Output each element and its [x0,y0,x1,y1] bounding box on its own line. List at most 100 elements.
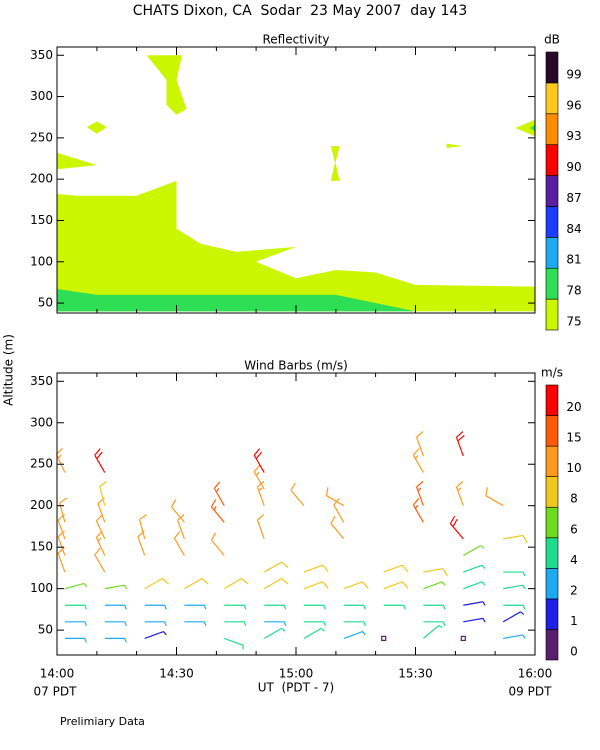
reflectivity-region [86,121,107,134]
colorbar-swatch [545,298,559,331]
wind-barb [104,637,127,643]
wind-barb [303,564,329,573]
colorbar-swatch [545,629,559,661]
y-tick-label: 200 [30,172,53,186]
wind-barb [256,514,265,540]
y-tick-label: 350 [30,374,53,388]
wind-barb [463,564,486,573]
wind-barb [463,544,485,556]
wind-barb [383,564,409,573]
wind-barb [449,515,464,540]
wind-barb [253,464,265,490]
y-tick-label: 300 [30,415,53,429]
wind-barb [99,480,107,506]
calm-marker [460,635,466,642]
panel-title: Wind Barbs (m/s) [244,359,348,373]
colorbar-swatch [545,51,559,84]
wind-barb [224,637,244,650]
wind-barb [333,497,345,523]
wind-barb [138,514,147,540]
x-tick-label: 15:00 [279,667,314,681]
wind-barb [104,604,127,610]
wind-barb [423,567,448,577]
wind-barb [104,621,127,627]
y-tick-label: 350 [30,48,53,62]
wind-barb [303,604,326,610]
wind-barb [503,584,526,590]
wind-barb [57,530,66,556]
footer-note: Prelimiary Data [60,715,145,728]
wind-barb [263,561,289,573]
wind-barb [55,447,66,473]
wind-barb [343,631,366,639]
wind-barb [383,604,406,610]
colorbar-swatch [545,445,559,477]
colorbar-swatch [545,415,559,447]
wind-barb [94,547,106,573]
wind-barb [64,621,87,627]
colorbar-swatch [545,144,559,176]
wind-barb [503,571,526,577]
wind-barb [104,584,128,590]
colorbar-swatch [545,384,559,416]
wind-barb [455,431,465,457]
y-tick-label: 50 [38,296,53,310]
wind-barb [503,604,526,610]
colorbar-label: 81 [566,253,581,267]
wind-barb [423,604,446,610]
colorbar-swatch [545,206,559,238]
y-tick-label: 100 [30,254,53,268]
colorbar-swatch [545,537,559,569]
wind-barb [455,480,464,506]
calm-marker [381,635,387,642]
wind-barb [423,621,446,627]
wind-barb [343,581,369,590]
y-axis-label: Altitude (m) [2,334,16,406]
colorbar-swatch [545,598,559,630]
reflectivity-region [57,180,535,312]
wind-barb [412,448,424,473]
x-tick-label: 16:00 [518,667,553,681]
wind-barb [264,621,287,627]
wind-barb [325,487,345,507]
start-local-time: 07 PDT [34,685,78,699]
colorbar-label: 0 [570,645,578,659]
x-tick-label: 14:30 [159,667,194,681]
wind-barb [224,604,247,610]
wind-barb [64,637,87,643]
colorbar-label: 20 [566,400,581,414]
end-local-time: 09 PDT [509,685,553,699]
y-tick-label: 250 [30,457,53,471]
colorbar-label: 93 [566,129,581,143]
wind-barb [264,604,287,610]
wind-barb [256,480,265,506]
wind-barb [253,448,265,473]
wind-barb [290,482,305,507]
wind-barb [224,621,247,627]
wind-barb [415,431,424,457]
wind-barb [263,578,289,590]
reflectivity-region [330,146,340,181]
x-axis-label: UT (PDT - 7) [258,681,335,695]
colorbar-swatch [545,175,559,207]
reflectivity-region [57,152,97,170]
wind-barb [57,547,66,573]
main-title: CHATS Dixon, CA Sodar 23 May 2007 day 14… [133,3,467,19]
reflectivity-region [530,124,535,132]
wind-barb [423,625,443,639]
wind-barb [303,627,325,639]
reflectivity-region [146,55,187,115]
wind-barb [503,634,526,640]
wind-barb [95,514,106,540]
wind-barb [463,601,486,606]
wind-barb [463,581,486,590]
colorbar-label: 15 [566,431,581,445]
wind-barb [210,499,225,523]
y-tick-label: 300 [30,89,53,103]
plot-frame [56,372,536,656]
wind-barb [64,582,88,590]
wind-barb [224,578,249,590]
wind-barb [263,627,286,639]
colorbar-swatch [545,476,559,508]
wind-barb [330,515,345,540]
